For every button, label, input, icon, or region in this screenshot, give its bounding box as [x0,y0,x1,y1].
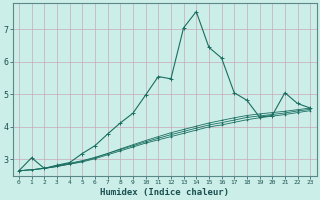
X-axis label: Humidex (Indice chaleur): Humidex (Indice chaleur) [100,188,229,197]
